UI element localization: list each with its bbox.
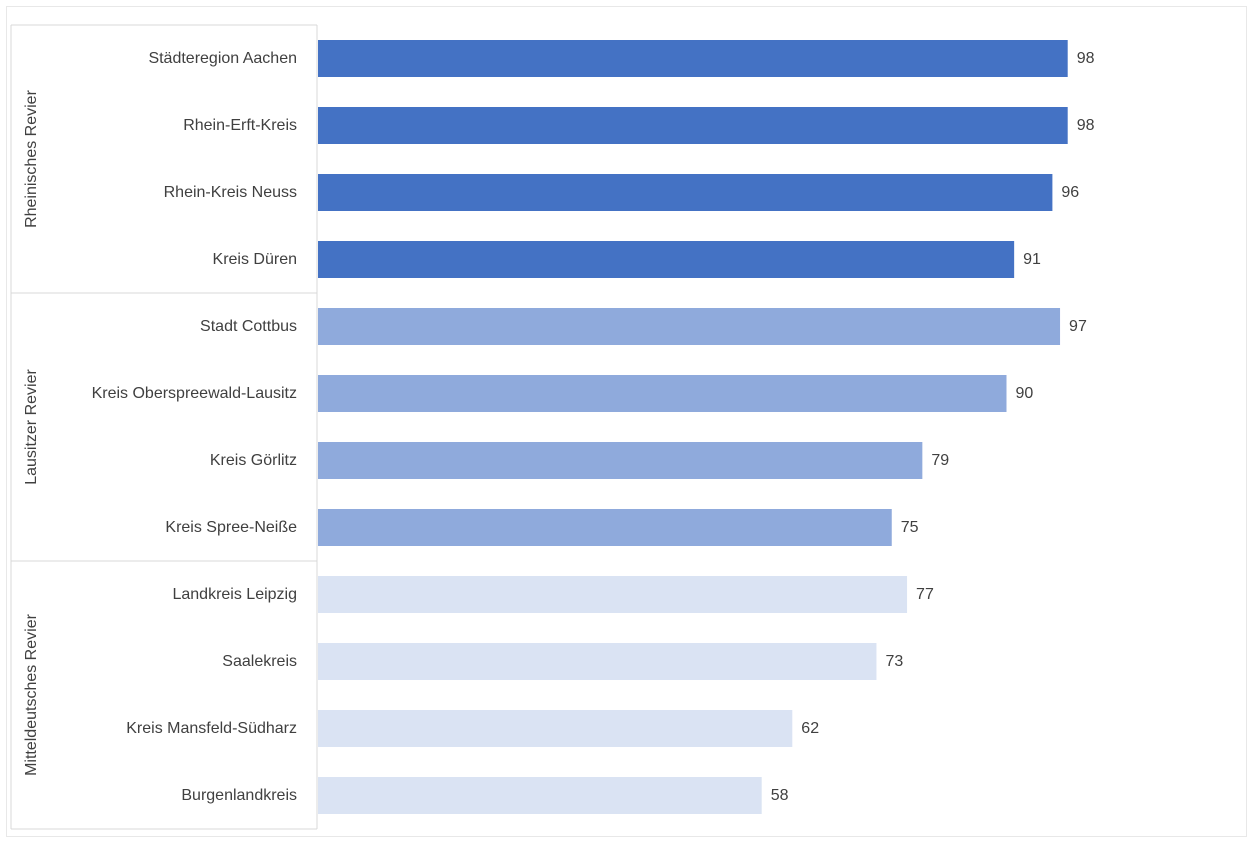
bar-staedteregion-aachen — [318, 40, 1068, 77]
data-label-kreis-dueren: 91 — [1023, 251, 1041, 268]
bar-rhein-erft-kreis — [318, 107, 1068, 144]
category-label-rhein-kreis-neuss: Rhein-Kreis Neuss — [164, 184, 297, 201]
data-label-rhein-kreis-neuss: 96 — [1061, 184, 1079, 201]
category-label-kreis-oberspreewald-lausitz: Kreis Oberspreewald-Lausitz — [92, 385, 297, 402]
category-label-kreis-mansfeld-suedharz: Kreis Mansfeld-Südharz — [126, 720, 297, 737]
data-label-burgenlandkreis: 58 — [771, 787, 789, 804]
chart-area-border — [6, 6, 1247, 837]
data-label-kreis-oberspreewald-lausitz: 90 — [1016, 385, 1034, 402]
category-label-kreis-goerlitz: Kreis Görlitz — [210, 452, 297, 469]
bar-kreis-mansfeld-suedharz — [318, 710, 793, 747]
category-label-rhein-erft-kreis: Rhein-Erft-Kreis — [183, 117, 297, 134]
data-label-kreis-mansfeld-suedharz: 62 — [801, 720, 819, 737]
category-label-stadt-cottbus: Stadt Cottbus — [200, 318, 297, 335]
bar-stadt-cottbus — [318, 308, 1061, 345]
category-label-kreis-spree-neisse: Kreis Spree-Neiße — [165, 519, 297, 536]
data-label-stadt-cottbus: 97 — [1069, 318, 1087, 335]
bar-kreis-spree-neisse — [318, 509, 892, 546]
group-label-lausitzer-revier: Lausitzer Revier — [23, 369, 40, 485]
data-label-landkreis-leipzig: 77 — [916, 586, 934, 603]
category-label-burgenlandkreis: Burgenlandkreis — [181, 787, 297, 804]
bar-landkreis-leipzig — [318, 576, 908, 613]
bar-kreis-dueren — [318, 241, 1015, 278]
bar-saalekreis — [318, 643, 877, 680]
data-label-staedteregion-aachen: 98 — [1077, 50, 1095, 67]
data-label-kreis-spree-neisse: 75 — [901, 519, 919, 536]
bar-burgenlandkreis — [318, 777, 762, 814]
category-label-landkreis-leipzig: Landkreis Leipzig — [172, 586, 297, 603]
data-label-saalekreis: 73 — [885, 653, 903, 670]
category-label-saalekreis: Saalekreis — [222, 653, 297, 670]
bar-kreis-oberspreewald-lausitz — [318, 375, 1007, 412]
data-label-kreis-goerlitz: 79 — [931, 452, 949, 469]
group-label-mitteldeutsches-revier: Mitteldeutsches Revier — [23, 613, 40, 776]
category-label-kreis-dueren: Kreis Düren — [213, 251, 297, 268]
data-label-rhein-erft-kreis: 98 — [1077, 117, 1095, 134]
bar-rhein-kreis-neuss — [318, 174, 1053, 211]
bar-kreis-goerlitz — [318, 442, 923, 479]
group-label-rheinisches-revier: Rheinisches Revier — [23, 89, 40, 228]
category-label-staedteregion-aachen: Städteregion Aachen — [148, 50, 297, 67]
